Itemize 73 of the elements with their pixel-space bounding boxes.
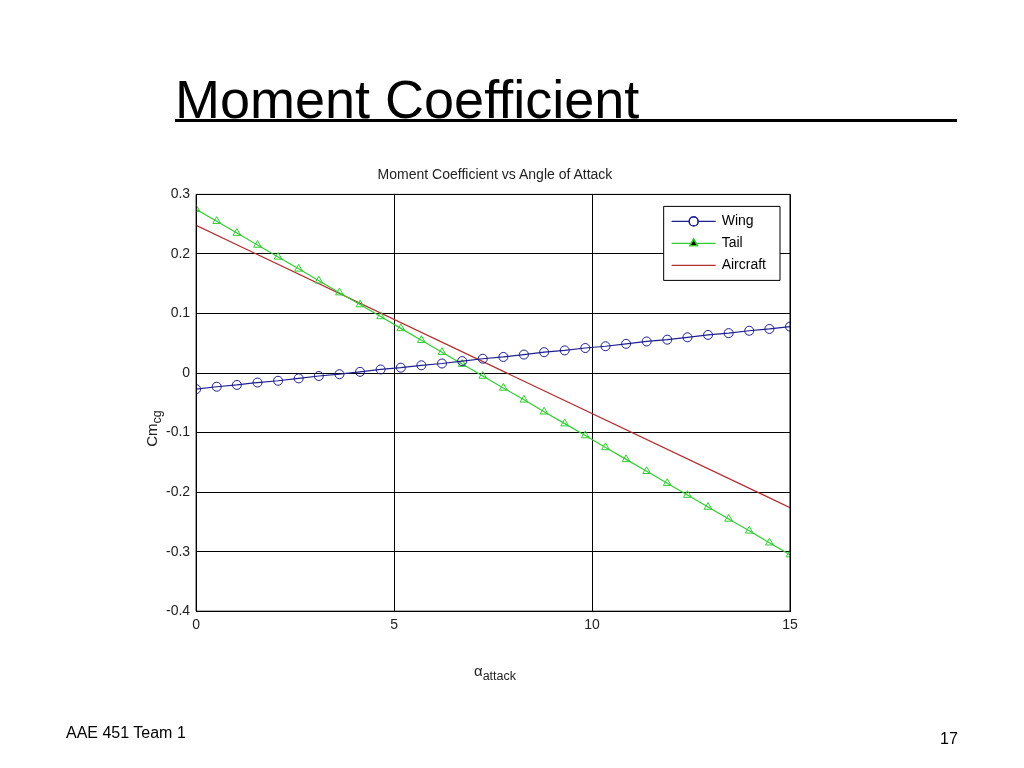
x-tick-label: 15 — [782, 616, 798, 633]
y-tick-label: -0.2 — [166, 482, 191, 499]
point — [641, 336, 652, 347]
y-tick-label: 0.2 — [170, 244, 191, 261]
point — [375, 364, 386, 375]
point — [764, 323, 775, 334]
point — [621, 338, 632, 349]
point — [765, 537, 774, 546]
point — [580, 343, 591, 354]
x-tick-label: 10 — [584, 616, 601, 633]
y-tick-label: 0 — [182, 363, 191, 380]
chart-subtitle: Moment Coefficient vs Angle of Attack — [376, 166, 614, 182]
text: 17 — [940, 730, 958, 748]
point — [560, 418, 570, 427]
y-tick-label: -0.4 — [166, 602, 191, 619]
y-tick-label: 0.1 — [170, 304, 191, 321]
point — [211, 381, 222, 392]
point — [376, 311, 386, 320]
point — [498, 351, 509, 362]
point — [662, 478, 672, 486]
point — [478, 371, 488, 379]
point — [335, 287, 344, 296]
point — [601, 442, 610, 451]
text: AAE 451 Team 1 — [66, 724, 186, 742]
point — [724, 513, 734, 522]
legend-label: Wing — [721, 212, 754, 229]
x-tick-label: 5 — [390, 616, 399, 633]
point — [417, 335, 426, 344]
point — [744, 325, 755, 336]
point — [395, 362, 406, 373]
point — [355, 299, 365, 308]
point — [334, 369, 345, 380]
point — [252, 377, 263, 388]
legend-label: Tail — [721, 234, 743, 251]
point — [396, 323, 406, 332]
point — [723, 328, 734, 339]
y-tick-label: -0.3 — [166, 542, 191, 559]
point — [539, 406, 549, 415]
point — [600, 341, 611, 352]
point — [253, 240, 262, 248]
legend-label: Aircraft — [721, 256, 767, 273]
point — [682, 332, 693, 343]
point — [436, 358, 447, 369]
point — [519, 394, 529, 403]
point — [621, 454, 631, 463]
point — [314, 275, 324, 284]
y-tick-label: -0.1 — [166, 423, 191, 440]
point — [703, 329, 714, 340]
point — [477, 353, 488, 364]
chart-title: Moment Coefficient — [175, 68, 640, 130]
point — [580, 430, 590, 439]
point — [518, 349, 529, 360]
point — [293, 373, 304, 384]
point — [703, 502, 713, 510]
point — [744, 525, 754, 534]
point — [642, 466, 652, 475]
x-axis-title: α$_{attack}$ — [473, 662, 517, 683]
y-tick-label: 0.3 — [170, 185, 191, 202]
point — [273, 375, 284, 386]
point — [559, 345, 570, 356]
point — [212, 216, 222, 224]
point — [662, 334, 673, 345]
point — [498, 382, 508, 391]
point — [539, 347, 550, 358]
point — [232, 228, 242, 236]
point — [273, 251, 283, 260]
point — [294, 263, 304, 272]
point — [437, 347, 447, 355]
point — [683, 490, 692, 498]
point — [231, 379, 242, 390]
point — [416, 360, 427, 371]
point — [313, 371, 324, 382]
point — [355, 366, 366, 377]
